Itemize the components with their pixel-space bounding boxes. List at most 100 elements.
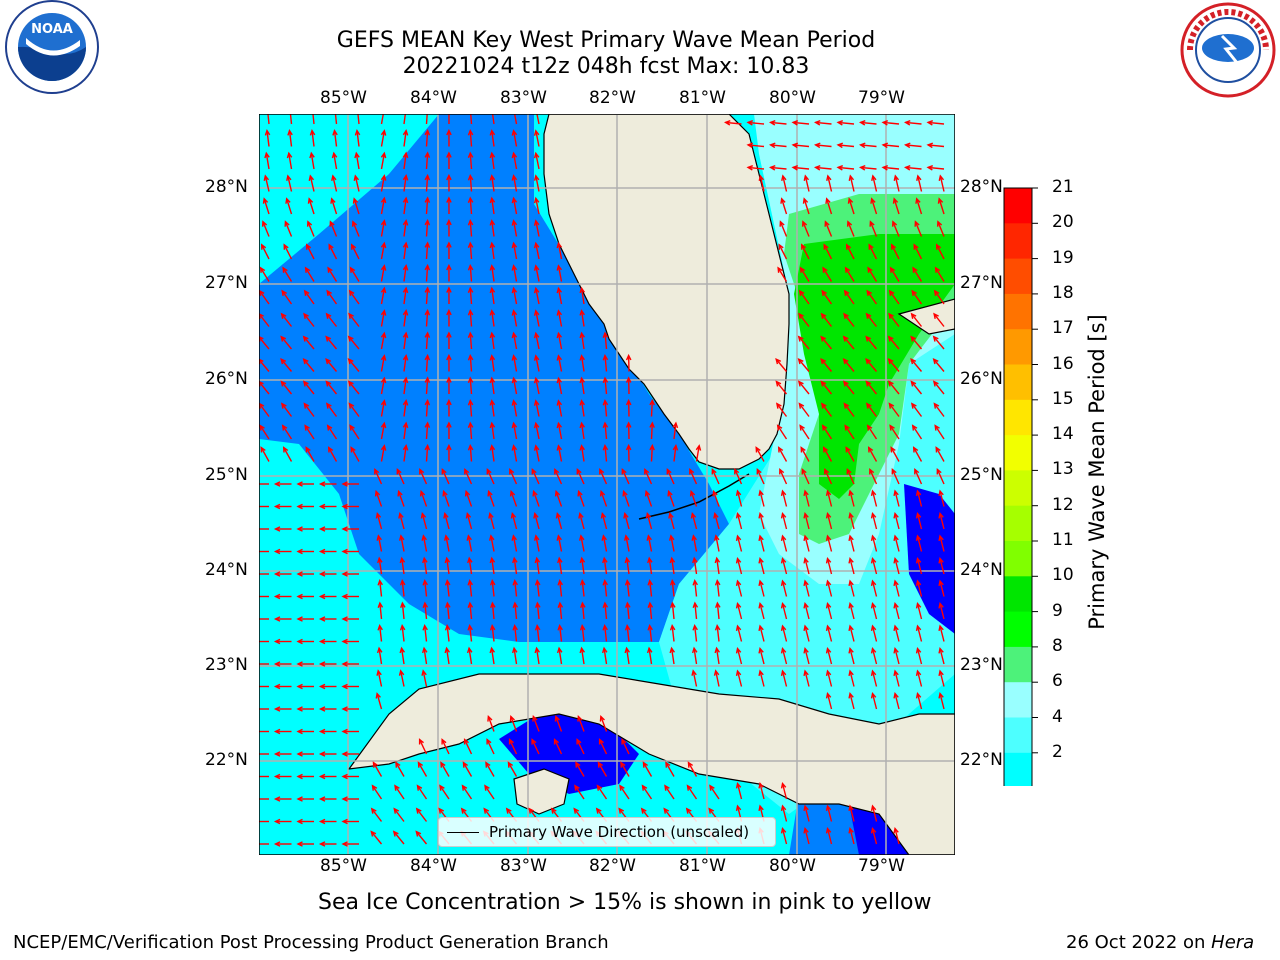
wave-direction-arrow bbox=[711, 467, 720, 485]
wave-direction-arrow bbox=[865, 335, 878, 350]
wave-direction-arrow bbox=[735, 601, 743, 620]
colorbar-label: Primary Wave Mean Period [s] bbox=[1085, 314, 1109, 630]
wave-direction-arrow bbox=[296, 638, 314, 645]
wave-direction-arrow bbox=[915, 197, 923, 215]
wave-direction-arrow bbox=[735, 646, 743, 665]
wave-direction-arrow bbox=[870, 826, 878, 845]
footer-date-text: 26 Oct 2022 on bbox=[1066, 932, 1212, 953]
wave-direction-arrow bbox=[649, 421, 655, 440]
wave-direction-arrow bbox=[402, 241, 409, 260]
wave-direction-arrow bbox=[273, 773, 292, 780]
wave-direction-arrow bbox=[801, 220, 810, 237]
wave-direction-arrow bbox=[259, 708, 269, 710]
wave-direction-arrow bbox=[259, 505, 269, 508]
wave-direction-arrow bbox=[262, 197, 270, 215]
wave-direction-arrow bbox=[938, 601, 945, 620]
wave-direction-arrow bbox=[870, 669, 878, 687]
wave-direction-arrow bbox=[464, 467, 473, 485]
latitude-tick-label: 26°N bbox=[960, 369, 1003, 389]
wave-direction-arrow bbox=[579, 331, 585, 350]
wave-direction-arrow bbox=[421, 669, 428, 687]
wave-direction-arrow bbox=[421, 646, 428, 665]
wave-direction-arrow bbox=[464, 489, 473, 507]
wave-direction-arrow bbox=[556, 354, 563, 372]
wave-direction-arrow bbox=[641, 784, 653, 800]
wave-direction-arrow bbox=[446, 331, 452, 350]
wave-direction-arrow bbox=[555, 511, 563, 530]
wave-direction-arrow bbox=[489, 309, 496, 327]
wave-direction-arrow bbox=[777, 446, 788, 462]
wave-direction-arrow bbox=[915, 511, 923, 530]
wave-direction-arrow bbox=[813, 165, 832, 171]
wave-direction-arrow bbox=[402, 286, 409, 305]
wave-direction-arrow bbox=[780, 826, 788, 845]
wave-direction-arrow bbox=[821, 289, 833, 305]
colorbar-segment bbox=[1004, 682, 1032, 718]
wave-direction-arrow bbox=[511, 309, 518, 327]
wave-direction-arrow bbox=[533, 309, 540, 327]
colorbar-tick-label: 16 bbox=[1052, 353, 1074, 374]
longitude-tick-label: 83°W bbox=[500, 88, 547, 108]
wave-direction-arrow bbox=[318, 638, 337, 645]
colorbar bbox=[1003, 187, 1038, 786]
colorbar-segment bbox=[1004, 576, 1032, 613]
wave-direction-arrow bbox=[470, 114, 473, 125]
wave-direction-arrow bbox=[556, 309, 563, 327]
wave-direction-arrow bbox=[734, 467, 743, 485]
wave-direction-arrow bbox=[534, 624, 541, 642]
wave-direction-arrow bbox=[799, 424, 810, 440]
wave-direction-arrow bbox=[509, 467, 518, 485]
longitude-tick-label: 81°W bbox=[679, 856, 726, 876]
longitude-tick-label: 84°W bbox=[410, 88, 457, 108]
wave-direction-arrow bbox=[489, 129, 496, 147]
wave-direction-arrow bbox=[870, 624, 878, 642]
wave-direction-arrow bbox=[489, 421, 496, 440]
longitude-tick-label: 82°W bbox=[589, 88, 636, 108]
colorbar-tick-label: 20 bbox=[1052, 212, 1074, 233]
wave-direction-arrow bbox=[445, 601, 451, 620]
wave-direction-arrow bbox=[422, 578, 428, 597]
wave-direction-arrow bbox=[302, 358, 315, 372]
wave-direction-arrow bbox=[286, 151, 293, 170]
wave-direction-arrow bbox=[596, 784, 608, 800]
wave-direction-arrow bbox=[848, 534, 855, 552]
wave-direction-arrow bbox=[380, 444, 387, 462]
wave-direction-arrow bbox=[824, 220, 833, 237]
wave-direction-arrow bbox=[938, 691, 945, 710]
wave-direction-arrow bbox=[619, 784, 630, 800]
wave-direction-arrow bbox=[713, 511, 720, 530]
wave-direction-arrow bbox=[259, 798, 269, 800]
wave-direction-arrow bbox=[866, 424, 878, 440]
wave-direction-arrow bbox=[402, 196, 409, 215]
wave-direction-arrow bbox=[865, 380, 878, 395]
wave-direction-arrow bbox=[273, 706, 292, 712]
wave-direction-arrow bbox=[602, 624, 608, 642]
sea-ice-note: Sea Ice Concentration > 15% is shown in … bbox=[318, 890, 932, 915]
wave-direction-arrow bbox=[488, 534, 495, 552]
wave-direction-arrow bbox=[870, 691, 878, 710]
wave-direction-arrow bbox=[260, 446, 270, 462]
wave-direction-arrow bbox=[848, 669, 855, 687]
wave-direction-arrow bbox=[533, 219, 540, 237]
wave-direction-arrow bbox=[888, 312, 900, 327]
wave-direction-arrow bbox=[938, 669, 945, 687]
wave-direction-arrow bbox=[303, 312, 315, 327]
wave-direction-arrow bbox=[489, 196, 496, 215]
wave-direction-arrow bbox=[758, 556, 765, 575]
wave-direction-arrow bbox=[484, 784, 495, 800]
wave-direction-arrow bbox=[446, 151, 452, 170]
wave-direction-arrow bbox=[511, 129, 518, 147]
wave-direction-arrow bbox=[938, 624, 945, 642]
colorbar-tick-label: 21 bbox=[1052, 177, 1074, 197]
longitude-tick-label: 84°W bbox=[410, 856, 457, 876]
wave-direction-arrow bbox=[467, 578, 473, 597]
wave-direction-arrow bbox=[380, 376, 387, 395]
wave-direction-arrow bbox=[758, 579, 765, 597]
colorbar-segment bbox=[1004, 223, 1032, 260]
wave-direction-arrow bbox=[532, 489, 540, 507]
wave-direction-arrow bbox=[576, 467, 585, 485]
wave-direction-arrow bbox=[395, 761, 405, 777]
wave-direction-arrow bbox=[424, 151, 431, 170]
wave-direction-arrow bbox=[304, 424, 315, 440]
wave-direction-arrow bbox=[933, 312, 945, 327]
